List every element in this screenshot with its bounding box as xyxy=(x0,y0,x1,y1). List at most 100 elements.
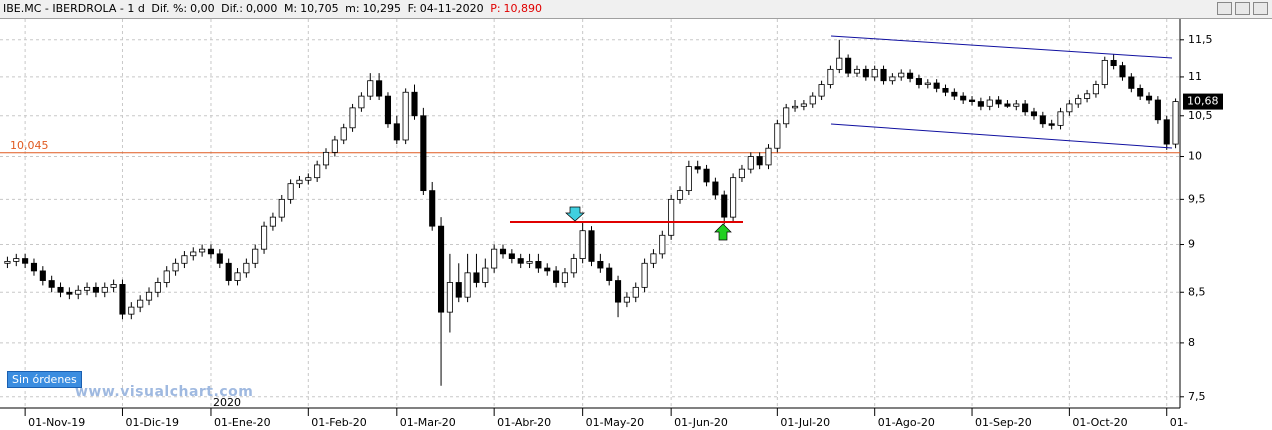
candle-body xyxy=(482,267,489,283)
x-tick-label: 01-Ago-20 xyxy=(878,416,935,429)
candle-body xyxy=(606,267,613,281)
candle-body xyxy=(845,57,852,74)
stat-value: 0,000 xyxy=(245,2,278,15)
candle-body xyxy=(827,68,834,85)
candle-body xyxy=(535,260,542,269)
candle-body xyxy=(862,68,869,78)
candle-body xyxy=(977,101,984,107)
last-price-label: 10,68 xyxy=(1187,95,1219,108)
stat-value: 04-11-2020 xyxy=(419,2,484,15)
up-arrow xyxy=(714,223,732,241)
candle-body xyxy=(225,262,232,281)
x-tick-label: 01-Abr-20 xyxy=(497,416,551,429)
stat-label: Dif.: xyxy=(221,2,243,15)
candle-body xyxy=(791,105,799,109)
candle-body xyxy=(429,190,436,227)
candle-body xyxy=(234,272,241,281)
x-tick-label: 01-Jul-20 xyxy=(780,416,830,429)
candle-body xyxy=(703,168,710,183)
x-tick-label: 01-Dic-19 xyxy=(125,416,179,429)
candle-body xyxy=(75,289,82,295)
candle-body xyxy=(322,151,330,166)
candle-body xyxy=(561,272,569,283)
candle-body xyxy=(641,262,648,288)
candle-body xyxy=(694,166,701,170)
candle-body xyxy=(278,198,285,218)
candle-body xyxy=(101,286,108,293)
window-buttons xyxy=(1217,2,1268,15)
stat-value: 10,890 xyxy=(503,2,543,15)
candle-body xyxy=(92,286,99,293)
reference-label: 10,045 xyxy=(10,139,49,152)
header-bar: IBE.MC - IBERDROLA - 1 d Dif. %: 0,00 Dif… xyxy=(0,0,1272,19)
y-tick-label: 7,5 xyxy=(1188,390,1206,403)
candle-body xyxy=(57,286,64,293)
candle-body xyxy=(473,272,480,283)
candle-body xyxy=(933,82,940,89)
x-tick-label: 01-Mar-20 xyxy=(400,416,456,429)
candle-body xyxy=(358,95,365,109)
candle-body xyxy=(915,78,922,85)
candle-body xyxy=(889,76,896,82)
candle-body xyxy=(1145,95,1153,101)
candle-body xyxy=(1163,119,1170,145)
candle-body xyxy=(287,183,294,200)
candle-body xyxy=(269,216,276,227)
candle-body xyxy=(402,91,409,141)
candle-body xyxy=(818,84,825,97)
candle-body xyxy=(1110,59,1117,67)
maximize-button[interactable] xyxy=(1235,2,1250,15)
candle-body xyxy=(968,99,976,102)
candle-body xyxy=(650,253,657,264)
candle-body xyxy=(951,91,958,97)
candle-body xyxy=(349,107,356,129)
candle-body xyxy=(1075,98,1082,105)
y-tick-label: 8 xyxy=(1188,336,1195,349)
candle-body xyxy=(871,68,878,78)
candle-body xyxy=(659,234,666,255)
minimize-button[interactable] xyxy=(1217,2,1232,15)
candle-body xyxy=(464,272,471,298)
candle-body xyxy=(384,95,392,125)
candle-body xyxy=(181,255,188,264)
candle-body xyxy=(13,258,20,262)
y-tick-label: 11 xyxy=(1188,70,1202,83)
candle-body xyxy=(517,258,524,264)
candle-body xyxy=(1022,103,1029,113)
candle-body xyxy=(783,107,790,125)
candle-body xyxy=(4,260,11,264)
candle-body xyxy=(995,99,1002,105)
candle-body xyxy=(84,286,91,291)
candle-body xyxy=(756,156,763,166)
x-tick-label: 01-Oct-20 xyxy=(1072,416,1127,429)
candle-body xyxy=(800,103,807,107)
candle-body xyxy=(1030,111,1038,117)
candle-body xyxy=(252,248,259,264)
candle-body xyxy=(1119,65,1126,78)
y-tick-label: 10 xyxy=(1188,150,1202,163)
candle-body xyxy=(66,291,73,295)
candle-body xyxy=(1092,84,1099,95)
candle-body xyxy=(420,115,427,192)
candle-body xyxy=(172,262,179,272)
x-tick-label: 01-Feb-20 xyxy=(311,416,366,429)
candle-body xyxy=(393,123,400,141)
stat-label: M: xyxy=(283,2,298,15)
candle-body xyxy=(296,179,303,185)
orders-button[interactable]: Sin órdenes xyxy=(7,371,82,388)
candle-body xyxy=(145,291,153,301)
candle-body xyxy=(30,262,38,272)
candle-body xyxy=(154,282,161,293)
candle-body xyxy=(676,190,684,200)
candle-body xyxy=(898,72,905,78)
candle-body xyxy=(809,95,816,105)
candle-body xyxy=(39,270,46,281)
candle-body xyxy=(207,248,215,255)
candle-body xyxy=(1066,103,1073,113)
x-tick-label: 01-Nov-19 xyxy=(28,416,85,429)
watermark: www.visualchart.com xyxy=(75,384,254,400)
candle-body xyxy=(1154,99,1161,121)
close-button[interactable] xyxy=(1253,2,1268,15)
candle-body xyxy=(110,284,117,288)
